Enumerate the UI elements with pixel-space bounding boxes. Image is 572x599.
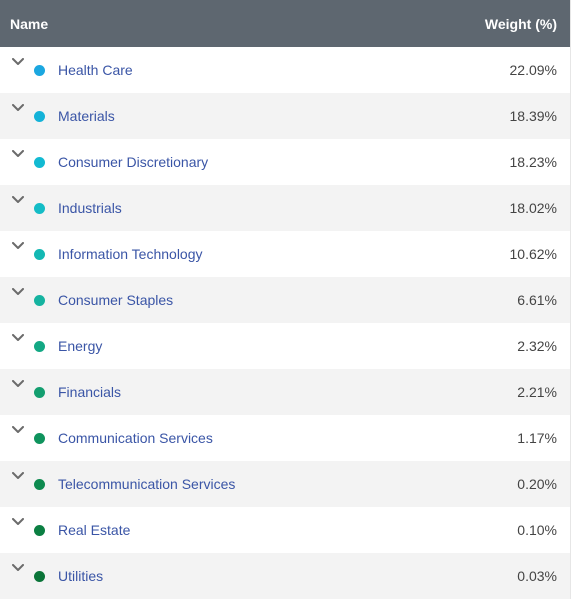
chevron-down-icon[interactable] — [11, 196, 25, 210]
sector-color-dot — [34, 294, 45, 306]
sector-name-link[interactable]: Consumer Staples — [58, 292, 174, 308]
sector-weight-value: 10.62% — [509, 246, 557, 262]
sector-weight-value: 2.21% — [517, 384, 557, 400]
table-row[interactable]: Consumer Discretionary 18.23% — [0, 139, 570, 185]
sector-weight-value: 2.32% — [517, 338, 557, 354]
sector-color-dot — [34, 156, 45, 168]
table-row[interactable]: Consumer Staples 6.61% — [0, 277, 570, 323]
sector-color-dot — [34, 570, 45, 582]
sector-name-link[interactable]: Information Technology — [58, 246, 203, 262]
chevron-down-icon[interactable] — [11, 472, 25, 486]
sector-weight-value: 0.10% — [517, 522, 557, 538]
sector-color-dot — [34, 64, 45, 76]
sector-name-link[interactable]: Consumer Discretionary — [58, 154, 209, 170]
table-row[interactable]: Energy 2.32% — [0, 323, 570, 369]
sector-color-dot — [34, 524, 45, 536]
sector-name-link[interactable]: Health Care — [58, 62, 133, 78]
sector-color-dot — [34, 478, 45, 490]
sector-weight-value: 18.23% — [509, 154, 557, 170]
sector-name-link[interactable]: Energy — [58, 338, 103, 354]
table-row[interactable]: Materials 18.39% — [0, 93, 570, 139]
chevron-down-icon[interactable] — [11, 426, 25, 440]
sector-weight-value: 0.03% — [517, 568, 557, 584]
sector-weight-value: 0.20% — [517, 476, 557, 492]
table-header: Name Weight (%) — [0, 0, 570, 47]
sector-color-dot — [34, 432, 45, 444]
table-row[interactable]: Industrials 18.02% — [0, 185, 570, 231]
sector-weight-value: 6.61% — [517, 292, 557, 308]
sector-name-link[interactable]: Real Estate — [58, 522, 131, 538]
sector-name-link[interactable]: Materials — [58, 108, 115, 124]
table-body: Health Care 22.09% Materials 18.39% Consumer… — [0, 47, 570, 599]
chevron-down-icon[interactable] — [11, 564, 25, 578]
sector-weight-value: 18.39% — [509, 108, 557, 124]
table-row[interactable]: Health Care 22.09% — [0, 47, 570, 93]
chevron-down-icon[interactable] — [11, 104, 25, 118]
chevron-down-icon[interactable] — [11, 58, 25, 72]
chevron-down-icon[interactable] — [11, 518, 25, 532]
sector-name-link[interactable]: Communication Services — [58, 430, 213, 446]
table-row[interactable]: Communication Services 1.17% — [0, 415, 570, 461]
table-row[interactable]: Information Technology 10.62% — [0, 231, 570, 277]
sector-weight-value: 22.09% — [509, 62, 557, 78]
chevron-down-icon[interactable] — [11, 334, 25, 348]
chevron-down-icon[interactable] — [11, 242, 25, 256]
sector-name-link[interactable]: Telecommunication Services — [58, 476, 236, 492]
table-row[interactable]: Telecommunication Services 0.20% — [0, 461, 570, 507]
weight-column-header[interactable]: Weight (%) — [484, 15, 557, 32]
sector-color-dot — [34, 340, 45, 352]
table-row[interactable]: Financials 2.21% — [0, 369, 570, 415]
table-row[interactable]: Real Estate 0.10% — [0, 507, 570, 553]
sector-name-link[interactable]: Utilities — [58, 568, 104, 584]
chevron-down-icon[interactable] — [11, 380, 25, 394]
name-column-header[interactable]: Name — [10, 15, 49, 32]
chevron-down-icon[interactable] — [11, 150, 25, 164]
chevron-down-icon[interactable] — [11, 288, 25, 302]
sector-name-link[interactable]: Industrials — [58, 200, 122, 216]
sector-weight-value: 18.02% — [509, 200, 557, 216]
sector-name-link[interactable]: Financials — [58, 384, 122, 400]
sector-color-dot — [34, 202, 45, 214]
table-row[interactable]: Utilities 0.03% — [0, 553, 570, 599]
sector-color-dot — [34, 248, 45, 260]
sector-weight-value: 1.17% — [517, 430, 557, 446]
sector-color-dot — [34, 386, 45, 398]
sector-color-dot — [34, 110, 45, 122]
